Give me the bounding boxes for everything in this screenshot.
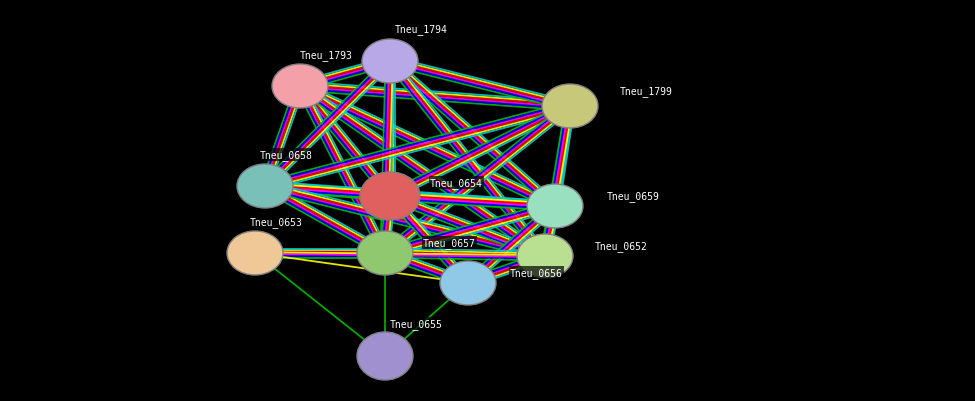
Ellipse shape [362,40,418,84]
Ellipse shape [542,85,598,129]
Text: Tneu_0655: Tneu_0655 [390,318,443,329]
Ellipse shape [527,184,583,229]
Text: Tneu_0652: Tneu_0652 [595,241,647,251]
Text: Tneu_1799: Tneu_1799 [620,86,673,97]
Text: Tneu_0654: Tneu_0654 [430,178,483,188]
Text: Tneu_0656: Tneu_0656 [510,267,563,278]
Text: Tneu_0659: Tneu_0659 [607,190,660,201]
Ellipse shape [357,231,413,275]
Text: Tneu_0657: Tneu_0657 [423,237,476,248]
Ellipse shape [272,65,328,109]
Text: Tneu_1794: Tneu_1794 [395,24,448,35]
Ellipse shape [237,164,293,209]
Ellipse shape [517,235,573,278]
Ellipse shape [357,332,413,380]
Text: Tneu_1793: Tneu_1793 [300,50,353,61]
Text: Tneu_0658: Tneu_0658 [260,150,313,160]
Ellipse shape [440,261,496,305]
Ellipse shape [227,231,283,275]
Ellipse shape [360,172,420,221]
Text: Tneu_0653: Tneu_0653 [250,217,303,227]
